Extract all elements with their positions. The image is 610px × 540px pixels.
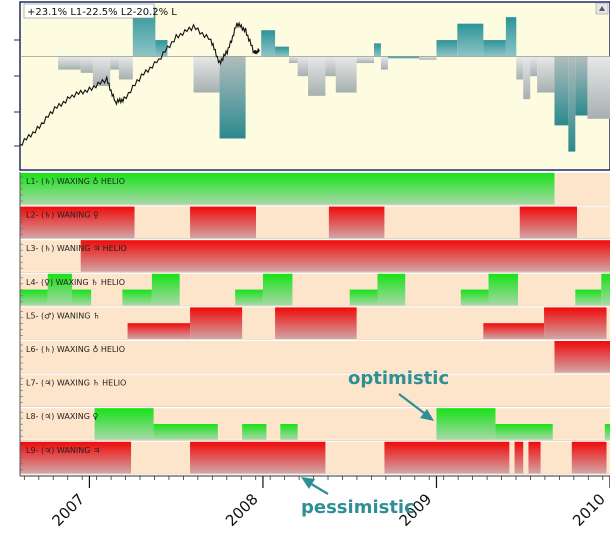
- indicator-segment: [328, 206, 385, 239]
- histogram-bar: [118, 56, 133, 80]
- indicator-segment: [349, 289, 378, 306]
- indicator-segment: [190, 441, 326, 474]
- indicator-segment: [151, 273, 180, 306]
- histogram-bar: [155, 40, 168, 57]
- indicator-segment: [122, 289, 152, 306]
- histogram-bar: [568, 56, 576, 152]
- indicator-segment: [575, 289, 602, 306]
- indicator-segment: [554, 341, 610, 373]
- optimistic-arrow: [398, 393, 434, 421]
- indicator-segment: [80, 240, 610, 272]
- histogram-bar: [193, 56, 220, 93]
- indicator-row-bg: [20, 374, 610, 407]
- histogram-bar: [505, 17, 517, 57]
- histogram-bar: [335, 56, 357, 93]
- indicator-segment: [20, 206, 135, 239]
- histogram-bar: [554, 56, 569, 126]
- histogram-bar: [523, 56, 531, 100]
- indicator-segment: [127, 323, 191, 339]
- histogram-layer: [20, 7, 610, 152]
- histogram-bar: [575, 56, 588, 116]
- histogram-bar: [374, 43, 381, 57]
- indicator-segment: [262, 273, 293, 306]
- indicator-row-label: L6- (♄) WAXING ♁ HELIO: [26, 345, 125, 354]
- indicator-segment: [235, 289, 263, 306]
- indicator-row-label: L4- (♀) WAXING ♄ HELIO: [26, 278, 125, 287]
- histogram-bar: [436, 40, 458, 57]
- indicator-segment: [94, 408, 154, 440]
- histogram-bar: [80, 56, 93, 73]
- indicator-segment: [514, 441, 524, 474]
- indicator-segment: [436, 408, 496, 440]
- indicator-segment: [604, 424, 610, 440]
- indicator-segment: [72, 289, 92, 306]
- histogram-bar: [275, 46, 289, 57]
- indicator-segment: [20, 441, 132, 474]
- histogram-bar: [380, 56, 388, 70]
- indicator-segment: [242, 424, 267, 440]
- indicator-row-label: L2- (♄) WANING ♀: [26, 211, 99, 220]
- indicator-segment: [519, 206, 578, 239]
- price-y-ticks: [14, 39, 20, 147]
- indicator-row-label: L5- (♂) WANING ♄: [26, 311, 100, 320]
- histogram-bar: [457, 23, 484, 57]
- indicator-row-label: L7- (♃) WAXING ♄ HELIO: [26, 379, 126, 388]
- histogram-bar: [587, 56, 610, 119]
- histogram-bar: [132, 7, 156, 57]
- indicator-segment: [190, 307, 243, 339]
- histogram-bar: [530, 56, 538, 77]
- x-tick-label: 2010: [569, 490, 609, 530]
- price-line-layer: [19, 21, 260, 146]
- histogram-bar: [537, 56, 555, 93]
- pessimistic-arrow: [301, 477, 329, 495]
- indicator-segment: [571, 441, 607, 474]
- indicator-segment: [20, 289, 48, 306]
- histogram-bar: [219, 56, 246, 139]
- indicator-row-bg: [20, 341, 610, 373]
- x-tick-label: 2007: [49, 490, 89, 530]
- x-tick-label: 2008: [222, 490, 262, 530]
- histogram-bar: [110, 56, 119, 70]
- indicator-segment: [495, 424, 553, 440]
- indicator-segment: [483, 323, 545, 339]
- histogram-bar: [288, 56, 298, 64]
- indicator-row-label: L9- (♃) WANING ♃: [26, 446, 100, 455]
- indicator-segment: [377, 273, 406, 306]
- indicator-row-label: L1- (♄) WAXING ♁ HELIO: [26, 177, 125, 186]
- header-text: +23.1% L1-22.5% L2-20.2% L: [27, 7, 177, 18]
- histogram-bar: [516, 56, 524, 80]
- header-box: [23, 3, 155, 19]
- optimistic-label: optimistic: [348, 368, 449, 389]
- price-line: [19, 21, 260, 146]
- indicator-segment: [153, 424, 218, 440]
- histogram-bar: [297, 56, 309, 77]
- indicator-rows: L1- (♄) WAXING ♁ HELIO L2- (♄) WANING ♀ L3…: [20, 173, 610, 475]
- indicator-segment: [601, 273, 610, 306]
- histogram-bar: [356, 56, 374, 64]
- histogram-bar: [387, 56, 420, 59]
- indicator-segment: [190, 206, 256, 239]
- indicator-segment: [280, 424, 298, 440]
- histogram-bar: [419, 56, 437, 60]
- histogram-bar: [325, 56, 336, 77]
- indicator-segment: [47, 273, 73, 306]
- indicator-segment: [20, 173, 555, 205]
- indicator-segment: [528, 441, 541, 474]
- histogram-bar: [308, 56, 326, 96]
- histogram-bar: [261, 30, 276, 57]
- indicator-row-label: L3- (♄) WANING ♃ HELIO: [26, 244, 127, 253]
- indicator-row-label: L8- (♃) WAXING ♀: [26, 412, 98, 421]
- histogram-bar: [483, 40, 506, 57]
- scroll-up-icon: [599, 6, 605, 11]
- indicator-segment: [488, 273, 519, 306]
- indicator-segment: [544, 307, 607, 339]
- indicator-segment: [460, 289, 489, 306]
- pessimistic-label: pessimistic: [301, 497, 415, 518]
- indicator-segment: [275, 307, 357, 339]
- histogram-bar: [58, 56, 81, 70]
- indicator-segment: [384, 441, 510, 474]
